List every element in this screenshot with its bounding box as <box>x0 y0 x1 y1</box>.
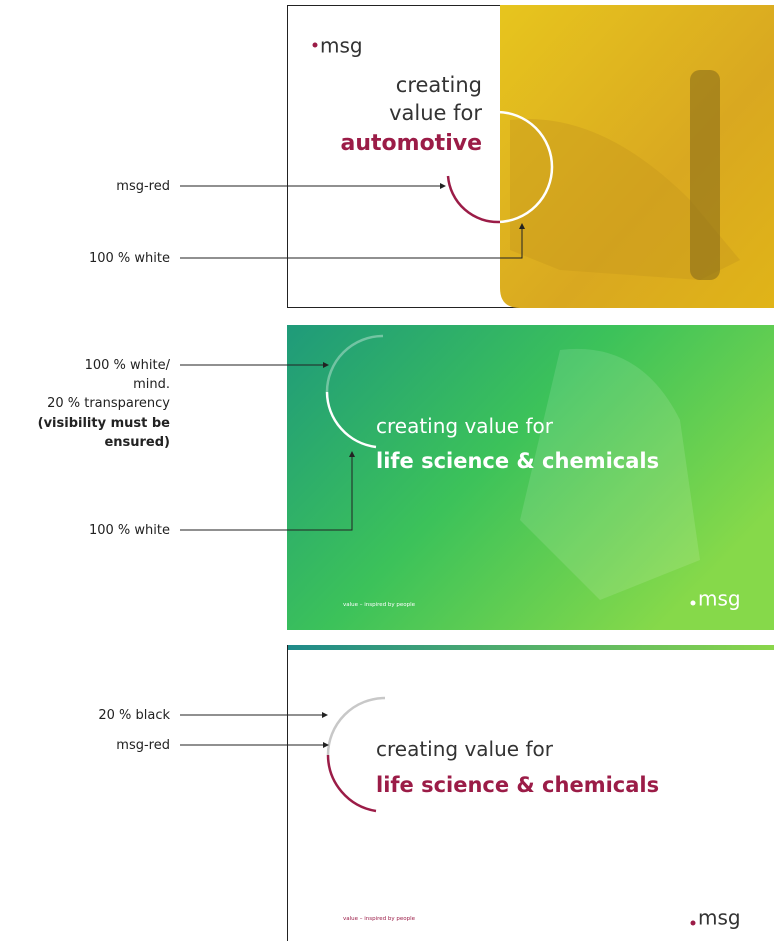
logo-dot <box>690 920 696 926</box>
arc-transparent <box>325 334 384 393</box>
panel-life-science: creating value for life science & chemic… <box>287 325 774 630</box>
arc-red <box>326 754 377 813</box>
tagline: value – inspired by people <box>343 602 416 608</box>
top-bar <box>287 645 774 650</box>
panel-automotive: msg creating value for automotive <box>287 5 774 308</box>
photo-person <box>690 70 720 280</box>
annotation: 20 % transparency <box>47 396 170 411</box>
arc-white <box>496 166 554 224</box>
annotation: msg-red <box>116 179 170 194</box>
headline: creating value for <box>376 414 554 438</box>
logo: msg <box>698 906 741 930</box>
annotation-bold: ensured) <box>104 435 170 450</box>
pointer <box>180 451 355 531</box>
annotation: 100 % white <box>89 523 170 538</box>
annotation: mind. <box>133 377 170 392</box>
arc-white <box>496 110 554 168</box>
logo-dot <box>312 42 318 48</box>
panel-white: creating value for life science & chemic… <box>287 645 774 941</box>
arc-red <box>446 175 501 224</box>
highlight: life science & chemicals <box>376 449 659 473</box>
highlight: automotive <box>341 131 483 156</box>
tagline: value – inspired by people <box>343 916 416 922</box>
logo: msg <box>698 587 741 611</box>
photo-car <box>510 119 740 280</box>
logo-dot <box>690 600 696 606</box>
photo <box>287 325 774 630</box>
headline: creating <box>396 73 482 97</box>
arc-white <box>325 391 377 449</box>
arc-gray <box>326 696 386 756</box>
annotation: 20 % black <box>98 708 170 723</box>
highlight: life science & chemicals <box>376 773 659 797</box>
photo-person <box>520 348 700 600</box>
headline: creating value for <box>376 737 554 761</box>
annotation-bold: (visibility must be <box>38 416 171 431</box>
logo: msg <box>320 34 363 58</box>
annotation: 100 % white <box>89 251 170 266</box>
annotation: msg-red <box>116 738 170 753</box>
headline: value for <box>389 101 482 125</box>
pointer <box>180 223 525 259</box>
annotation: 100 % white/ <box>85 358 171 373</box>
